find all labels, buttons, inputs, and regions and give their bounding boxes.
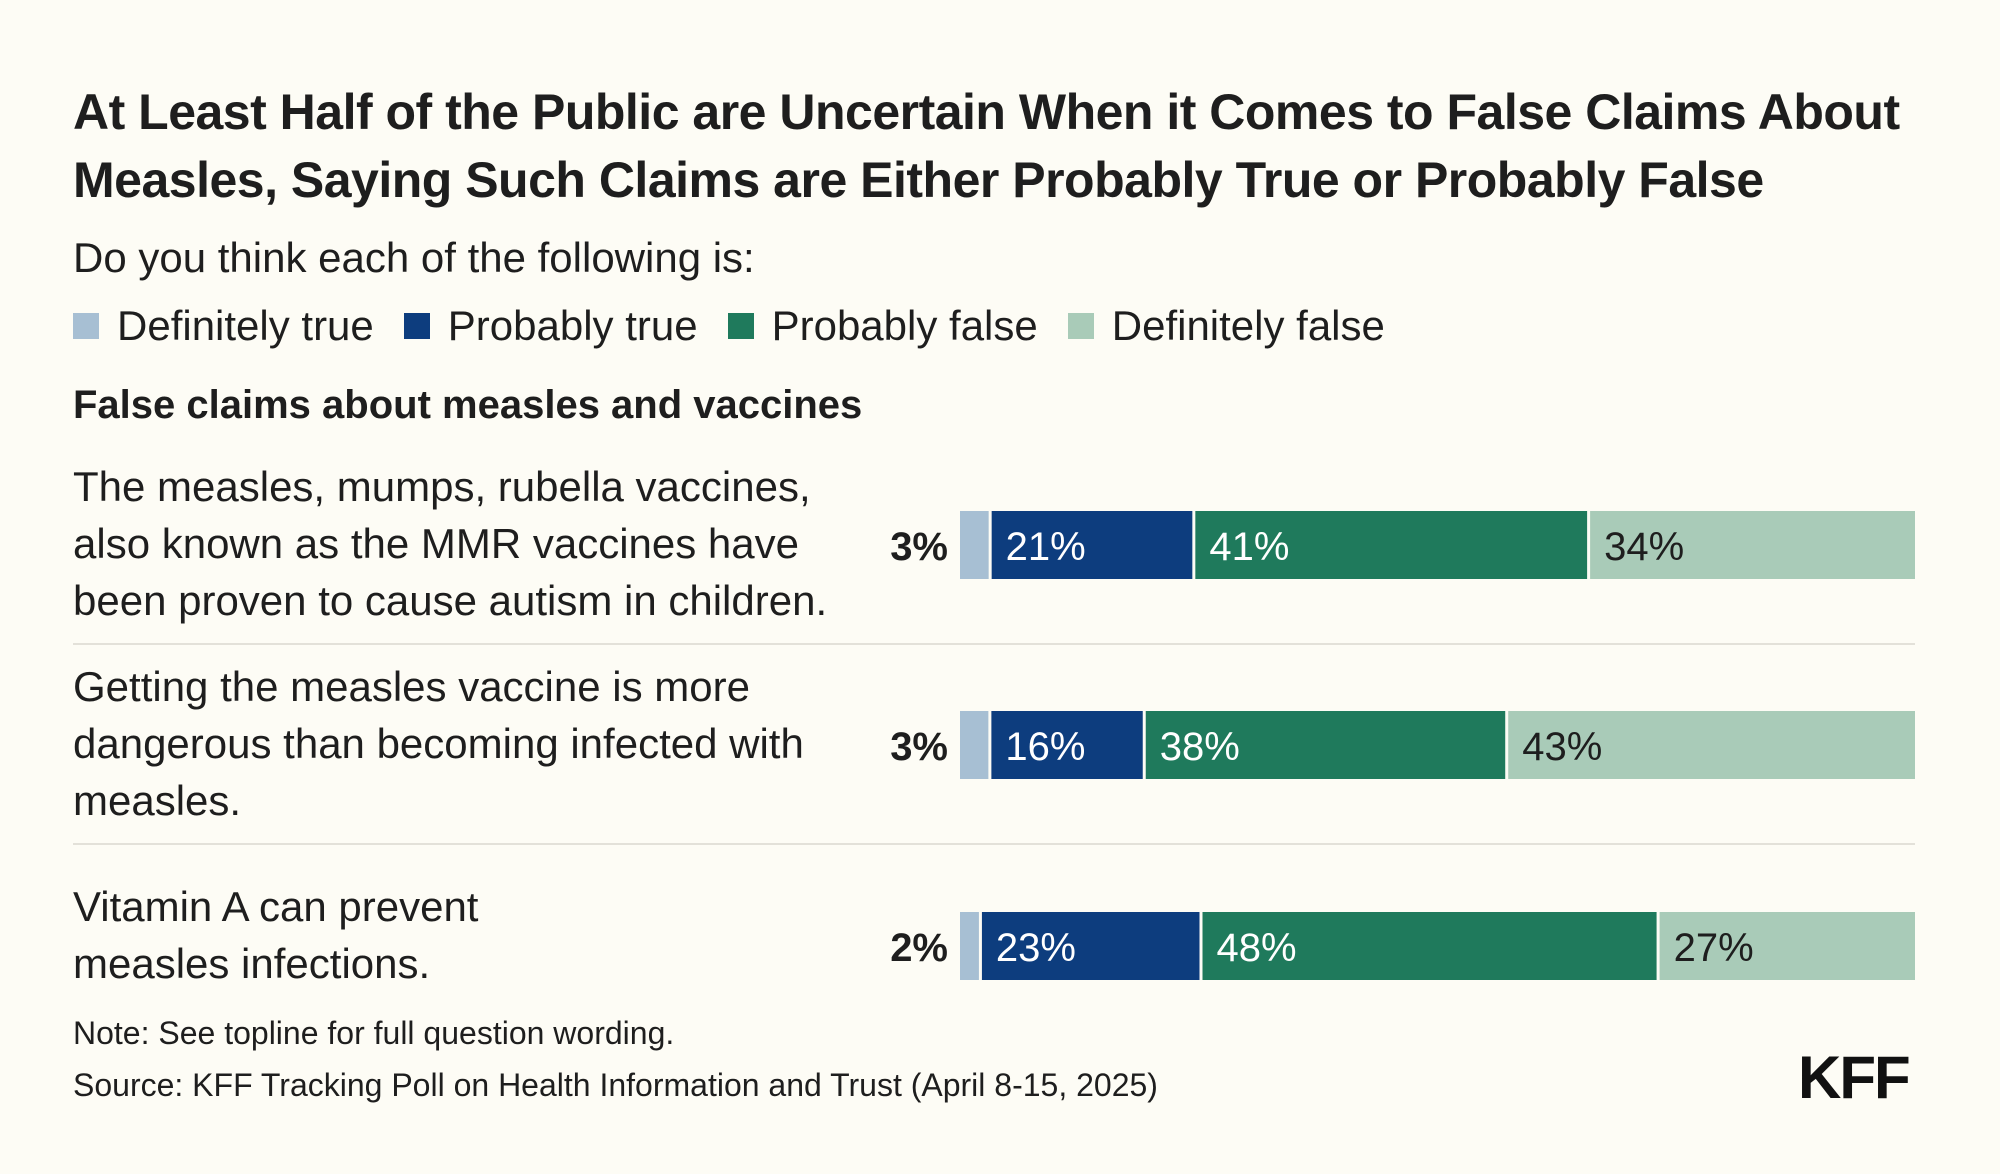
chart-title: At Least Half of the Public are Uncertai…: [73, 84, 1900, 208]
bar-vaccine-dangerous-definitely-true: [960, 711, 989, 779]
chart-source: Source: KFF Tracking Poll on Health Info…: [73, 1067, 1158, 1103]
value-label-vitamin-a-probably-true: 23%: [996, 926, 1076, 970]
legend-swatch-definitely-true: [73, 313, 99, 339]
legend-item-definitely-false: Definitely false: [1067, 298, 1385, 354]
value-label-vitamin-a-probably-false: 48%: [1217, 926, 1297, 970]
value-label-vaccine-dangerous-definitely-false: 43%: [1522, 725, 1602, 769]
row-label-vitamin-a: Vitamin A can prevent measles infections…: [73, 883, 479, 987]
bar-mmr-autism-probably-true: [991, 511, 1193, 579]
legend-item-definitely-true: Definitely true: [73, 298, 374, 354]
legend-swatch-probably-false: [727, 313, 754, 339]
bar-vaccine-dangerous-probably-false: [1145, 711, 1506, 779]
value-label-mmr-autism-probably-false: 41%: [1209, 525, 1289, 569]
legend-swatch-probably-true: [403, 313, 430, 339]
section-heading: False claims about measles and vaccines: [73, 383, 863, 427]
bar-vaccine-dangerous-definitely-false: [1508, 711, 1915, 779]
legend-swatch-definitely-false: [1067, 313, 1094, 339]
bar-vaccine-dangerous-probably-true: [991, 711, 1143, 779]
value-label-mmr-autism-probably-true: 21%: [1006, 525, 1086, 569]
legend-label-definitely-true: Definitely true: [117, 302, 374, 349]
value-label-vitamin-a-definitely-false: 27%: [1674, 926, 1754, 970]
bar-vitamin-a-probably-false: [1202, 912, 1657, 980]
legend-label-probably-true: Probably true: [447, 302, 698, 349]
bar-mmr-autism-definitely-false: [1590, 511, 1915, 579]
chart-subtitle: Do you think each of the following is:: [73, 234, 755, 281]
value-label-vaccine-dangerous-probably-false: 38%: [1160, 725, 1240, 769]
value-label-mmr-autism-definitely-false: 34%: [1604, 525, 1684, 569]
legend-label-probably-false: Probably false: [771, 302, 1038, 349]
row-label-mmr-autism: The measles, mumps, rubella vaccines, al…: [73, 463, 828, 624]
bar-mmr-autism-definitely-true: [960, 511, 989, 579]
bar-vitamin-a-probably-true: [981, 912, 1200, 980]
row-divider: [73, 843, 1915, 845]
legend-item-probably-false: Probably false: [727, 298, 1038, 354]
value-label-vaccine-dangerous-definitely-true: 3%: [890, 725, 948, 769]
legend: Definitely true Probably true Probably f…: [73, 298, 1415, 354]
kff-logo: KFF: [1798, 1044, 1911, 1111]
bar-mmr-autism-probably-false: [1195, 511, 1588, 579]
legend-item-probably-true: Probably true: [403, 298, 698, 354]
legend-label-definitely-false: Definitely false: [1111, 302, 1385, 349]
bar-vitamin-a-definitely-true: [960, 912, 979, 980]
value-label-mmr-autism-definitely-true: 3%: [890, 525, 948, 569]
value-label-vaccine-dangerous-probably-true: 16%: [1005, 725, 1085, 769]
row-label-vaccine-dangerous: Getting the measles vaccine is more dang…: [73, 663, 804, 824]
chart-note: Note: See topline for full question word…: [73, 1015, 675, 1051]
row-divider: [73, 643, 1915, 645]
bar-vitamin-a-definitely-false: [1659, 912, 1915, 980]
value-label-vitamin-a-definitely-true: 2%: [890, 926, 948, 970]
